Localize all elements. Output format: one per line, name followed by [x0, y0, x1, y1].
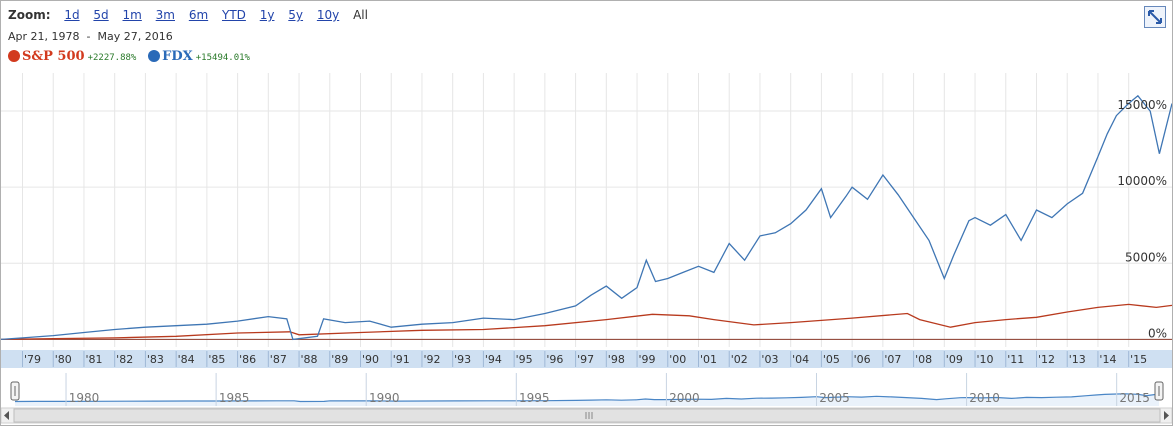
y-axis-labels: 0% 5000% 10000% 15000% — [1117, 98, 1167, 340]
navigator-year-label: 2005 — [819, 391, 850, 405]
x-tick-label: '85 — [208, 353, 225, 366]
zoom-1d-link[interactable]: 1d — [64, 8, 80, 22]
x-tick-label: '83 — [147, 353, 164, 366]
x-tick-label: '94 — [485, 353, 502, 366]
x-tick-label: '79 — [24, 353, 41, 366]
x-tick-label: '03 — [761, 353, 778, 366]
zoom-5d-link[interactable]: 5d — [93, 8, 109, 22]
x-tick-label: '15 — [1130, 353, 1147, 366]
x-tick-label: '84 — [178, 353, 195, 366]
x-tick-label: '80 — [55, 353, 72, 366]
sp500-legend-dot[interactable] — [8, 50, 20, 62]
legend: S&P 500 +2227.88% FDX +15494.01% — [8, 49, 258, 64]
sp500-legend-name[interactable]: S&P 500 — [22, 49, 85, 64]
navigator-year-label: 1980 — [69, 391, 100, 405]
expand-button[interactable] — [1144, 6, 1166, 28]
zoom-bar: Zoom: 1d 5d 1m 3m 6m YTD 1y 5y 10y All — [8, 8, 378, 22]
y-tick-label: 0% — [1148, 326, 1167, 340]
navigator-scrollbar-thumb[interactable] — [13, 408, 1161, 423]
zoom-label: Zoom: — [8, 8, 51, 22]
sp500-legend-change: +2227.88% — [87, 53, 137, 63]
x-tick-label: '89 — [331, 353, 348, 366]
x-tick-label: '06 — [854, 353, 871, 366]
x-tick-label: '07 — [884, 353, 901, 366]
x-tick-label: '01 — [700, 353, 717, 366]
x-tick-label: '97 — [577, 353, 594, 366]
zoom-3m-link[interactable]: 3m — [155, 8, 175, 22]
x-tick-label: '93 — [454, 353, 471, 366]
x-tick-label: '05 — [823, 353, 840, 366]
x-tick-label: '99 — [639, 353, 656, 366]
x-tick-label: '92 — [423, 353, 440, 366]
x-tick-label: '00 — [669, 353, 686, 366]
x-tick-label: '13 — [1069, 353, 1086, 366]
x-tick-label: '09 — [946, 353, 963, 366]
zoom-10y-link[interactable]: 10y — [316, 8, 340, 22]
scroll-right-arrow-icon[interactable] — [1164, 411, 1169, 420]
x-tick-label: '88 — [301, 353, 318, 366]
x-tick-label: '82 — [116, 353, 133, 366]
y-tick-label: 15000% — [1117, 98, 1167, 112]
fdx-legend-dot[interactable] — [148, 50, 161, 62]
fdx-legend-name[interactable]: FDX — [162, 49, 193, 64]
navigator-year-label: 2015 — [1119, 391, 1150, 405]
x-axis-labels: '79 '80 '81 '82 '83 '84 '85 '86 '87 '88 '89 '90 '91 '… — [22, 351, 1147, 367]
zoom-1m-link[interactable]: 1m — [122, 8, 142, 22]
navigator-year-label: 2010 — [969, 391, 1000, 405]
navigator-year-label: 1990 — [369, 391, 400, 405]
x-tick-label: '96 — [546, 353, 563, 366]
sp500-series-line — [1, 303, 1172, 341]
date-range-separator: - — [86, 30, 91, 43]
x-tick-label: '95 — [516, 353, 533, 366]
x-tick-label: '11 — [1007, 353, 1024, 366]
navigator-year-label: 2000 — [669, 391, 700, 405]
scroll-left-arrow-icon[interactable] — [4, 411, 9, 420]
navigator-line — [14, 393, 1160, 403]
date-range-start: Apr 21, 1978 — [8, 30, 80, 43]
grid-lines — [1, 73, 1172, 347]
x-tick-label: '10 — [977, 353, 994, 366]
x-tick-label: '08 — [915, 353, 932, 366]
x-tick-label: '14 — [1099, 353, 1116, 366]
fdx-series-line — [1, 94, 1172, 341]
x-tick-label: '98 — [608, 353, 625, 366]
zoom-all-link[interactable]: All — [353, 8, 368, 22]
navigator-year-label: 1995 — [519, 391, 550, 405]
x-tick-label: '90 — [362, 353, 379, 366]
x-tick-label: '02 — [731, 353, 748, 366]
date-range: Apr 21, 1978 - May 27, 2016 — [8, 30, 173, 43]
x-tick-label: '91 — [393, 353, 410, 366]
y-tick-label: 5000% — [1125, 250, 1167, 264]
x-tick-label: '87 — [270, 353, 287, 366]
zoom-5y-link[interactable]: 5y — [288, 8, 304, 22]
x-tick-label: '12 — [1038, 353, 1055, 366]
timeline-axis-band — [1, 350, 1172, 368]
expand-arrows-icon — [1148, 10, 1162, 24]
date-range-end: May 27, 2016 — [97, 30, 173, 43]
zoom-1y-link[interactable]: 1y — [259, 8, 275, 22]
y-tick-label: 10000% — [1117, 174, 1167, 188]
fdx-legend-change: +15494.01% — [195, 53, 250, 63]
zoom-ytd-link[interactable]: YTD — [221, 8, 246, 22]
x-tick-label: '04 — [792, 353, 809, 366]
navigator-year-label: 1985 — [219, 391, 250, 405]
range-navigator[interactable]: 1980 1985 1990 1995 2000 2005 2010 2015 — [1, 369, 1172, 425]
zoom-6m-link[interactable]: 6m — [188, 8, 209, 22]
x-tick-label: '81 — [85, 353, 102, 366]
x-tick-label: '86 — [239, 353, 256, 366]
